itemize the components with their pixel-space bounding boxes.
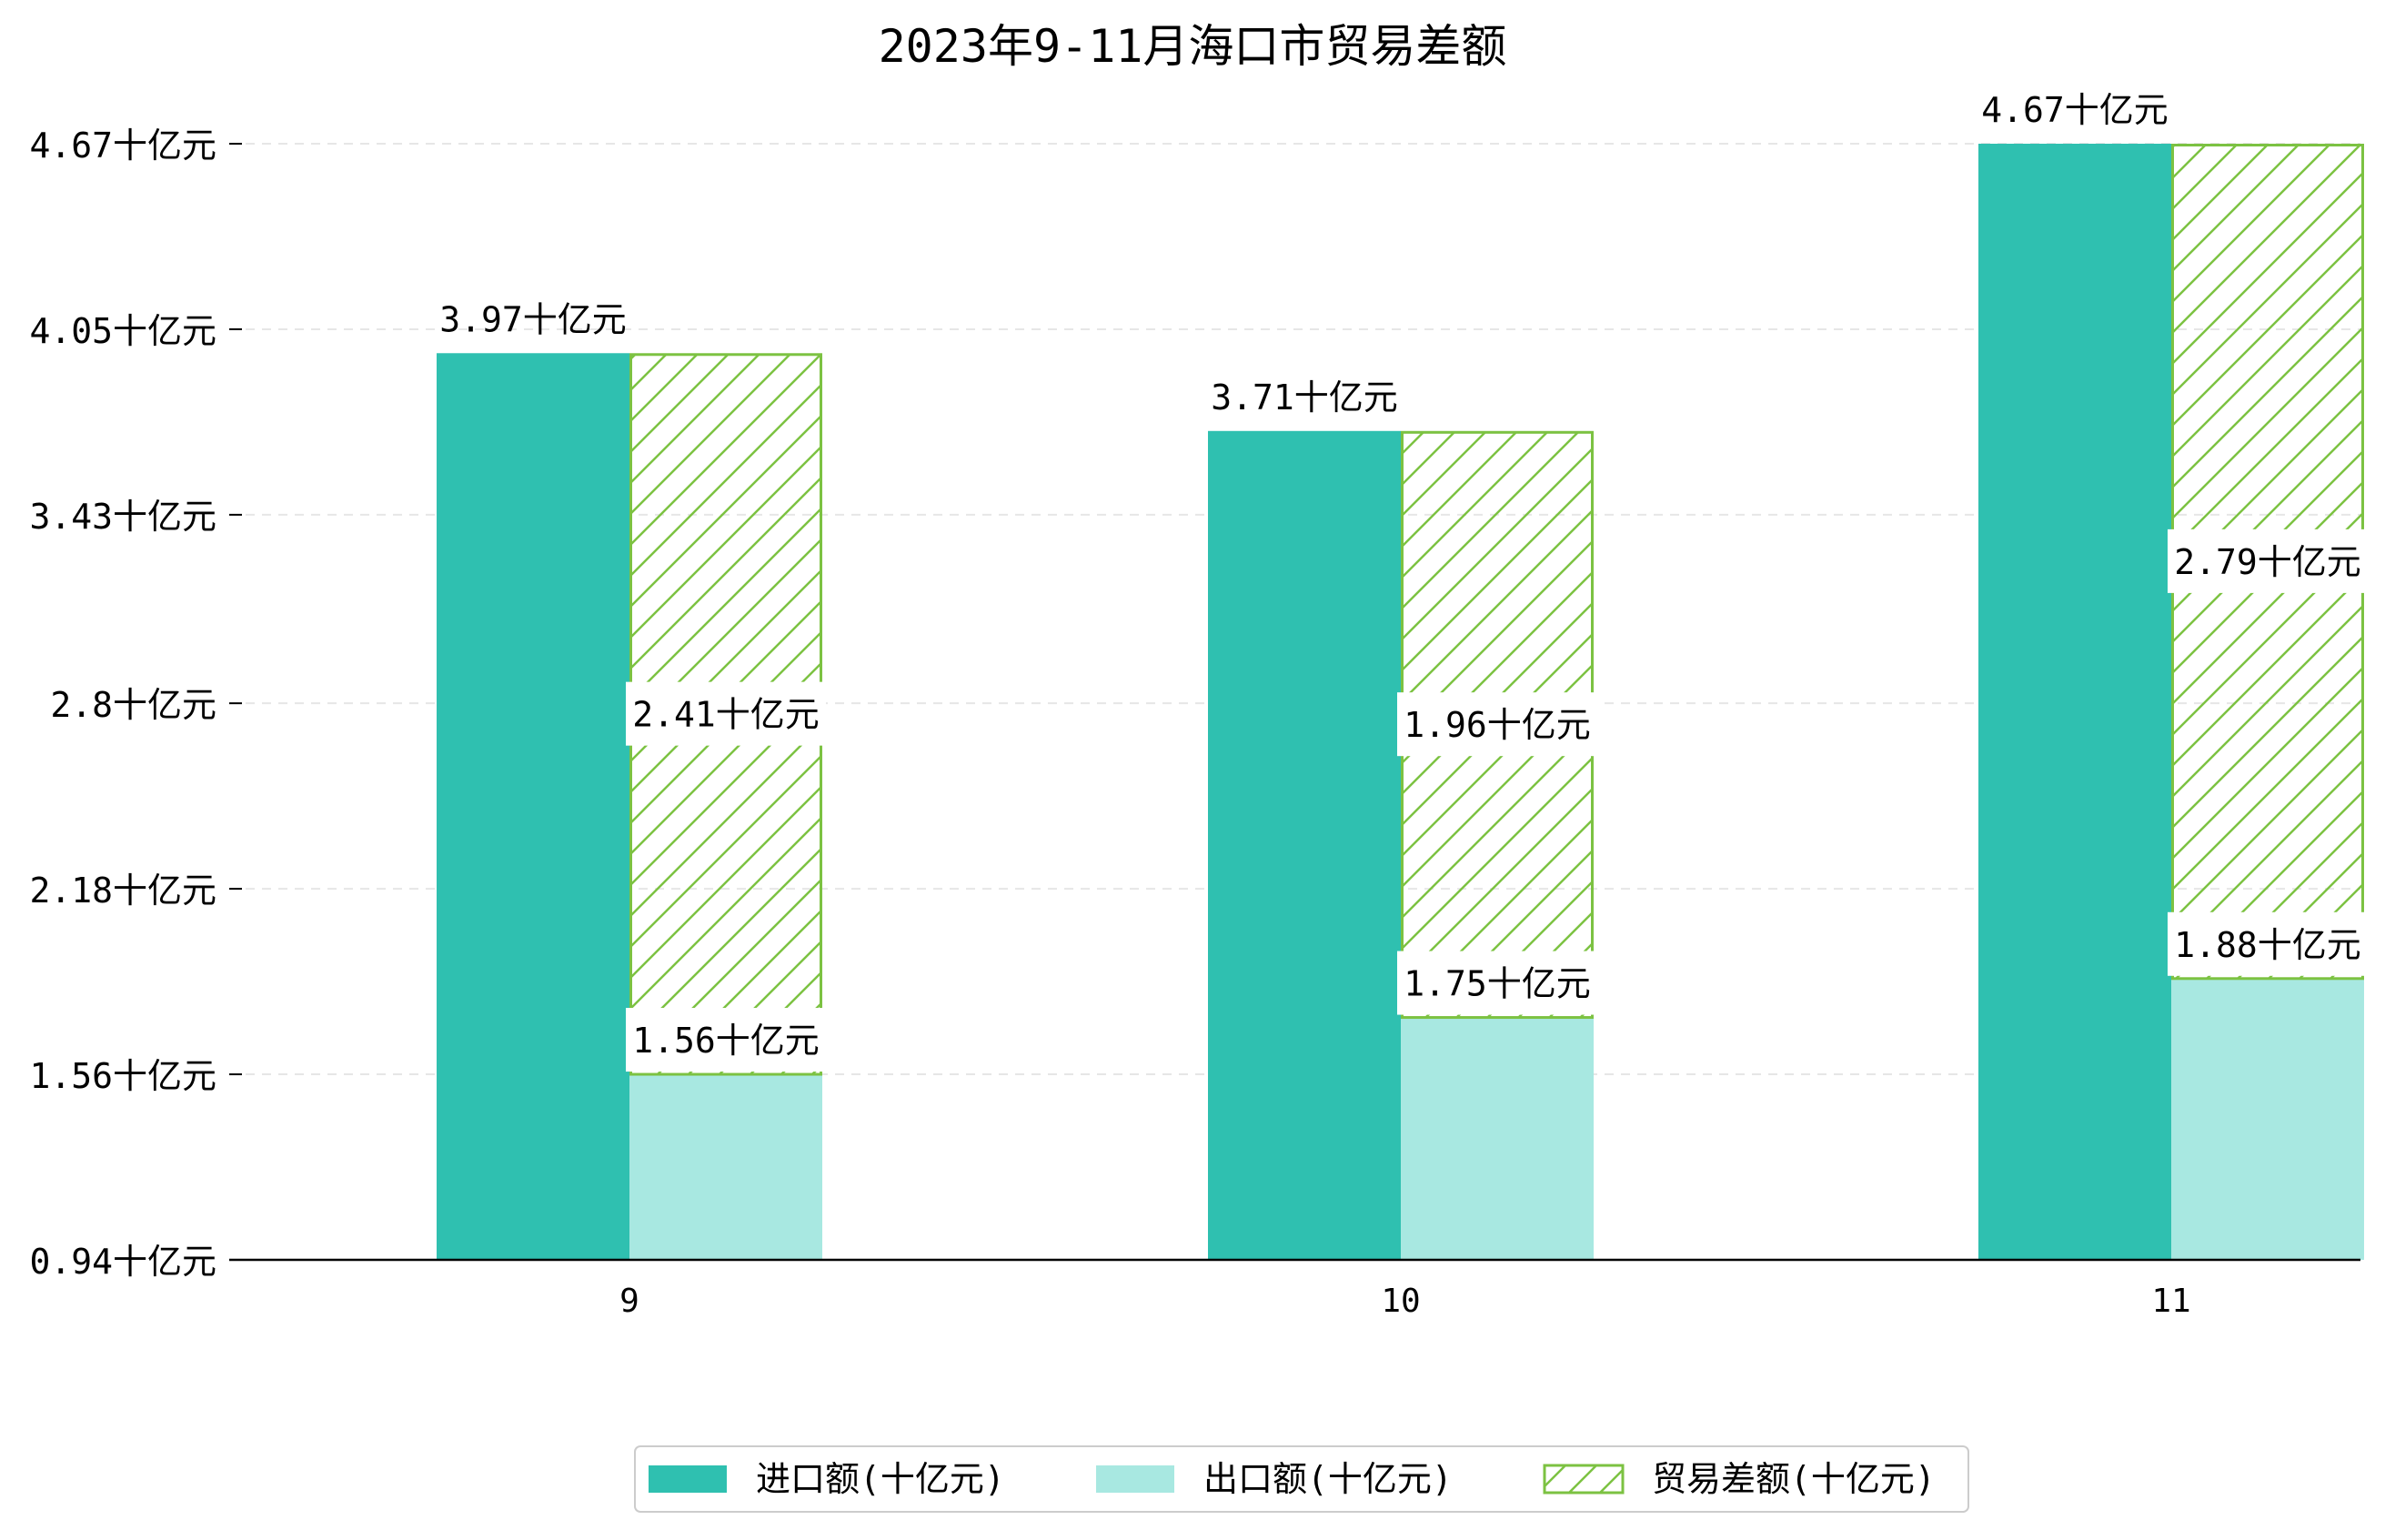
data-label: 3.71十亿元 [1211,377,1398,418]
legend-swatch [649,1465,727,1493]
y-tick-label: 0.94十亿元 [29,1242,216,1282]
legend: 进口额(十亿元) 出口额(十亿元) 贸易差额(十亿元) [634,1445,1969,1513]
legend-swatch [1543,1464,1625,1495]
data-label: 3.97十亿元 [439,299,627,339]
data-label-background [1397,951,1597,1015]
data-label-background [2168,911,2368,976]
chart-title: 2023年9-11月海口市贸易差额 [879,20,1507,73]
data-label: 1.88十亿元 [2174,925,2361,965]
legend-swatch [1096,1465,1174,1493]
y-tick-label: 2.18十亿元 [29,871,216,911]
data-label: 2.41十亿元 [632,695,820,735]
data-label: 4.67十亿元 [1981,90,2169,130]
bar-export [629,1074,822,1260]
bar-export [1401,1017,1594,1260]
data-label-background [1397,692,1597,757]
data-label: 1.75十亿元 [1404,964,1591,1004]
y-tick-label: 2.8十亿元 [50,685,216,725]
y-tick-label: 4.67十亿元 [29,126,216,166]
x-tick-label: 11 [2151,1283,2190,1320]
data-label-background [2168,528,2368,593]
bar-export [2171,978,2364,1260]
x-tick-label: 9 [619,1283,639,1320]
axis-layer: 0.94十亿元 1.56十亿元 2.18十亿元 2.8十亿元 3.43十亿元 4.05十亿… [29,126,2360,1320]
legend-label: 出口额(十亿元) [1203,1459,1453,1499]
legend-label: 贸易差额(十亿元) [1652,1459,1936,1499]
data-label: 1.96十亿元 [1404,705,1591,745]
labels-layer: 3.97十亿元 1.56十亿元 2.41十亿元 3.71十亿元 1.75十亿元 1.96十… [439,90,2368,1072]
bar-import [1978,144,2171,1260]
data-label-background [626,1008,826,1072]
y-tick-label: 3.43十亿元 [29,497,216,537]
legend-label: 进口额(十亿元) [756,1459,1005,1499]
data-label: 2.79十亿元 [2174,542,2361,582]
bar-import [437,353,629,1261]
legend-frame [634,1445,1969,1513]
x-tick-label: 10 [1381,1283,1420,1320]
y-tick-label: 4.05十亿元 [29,311,216,351]
bar-import [1208,430,1401,1260]
y-tick-label: 1.56十亿元 [29,1056,216,1096]
data-label: 1.56十亿元 [632,1021,820,1061]
data-label-background [626,681,826,746]
